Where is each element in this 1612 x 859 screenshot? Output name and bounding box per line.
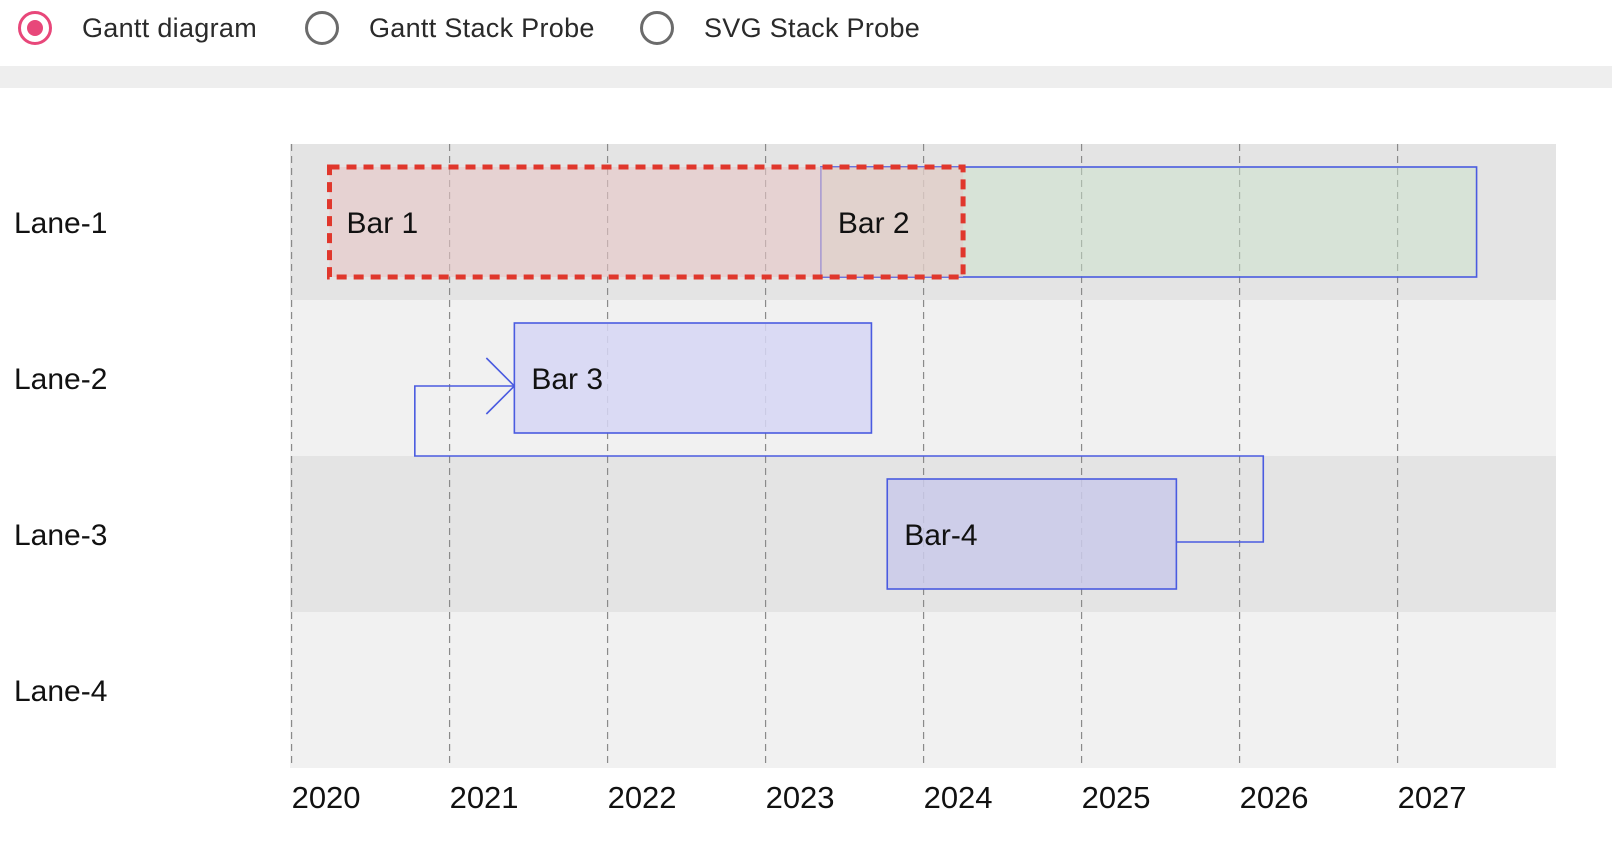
radio-svg-stack-probe[interactable]: SVG Stack Probe (640, 8, 920, 48)
toolbar-separator-band (0, 66, 1612, 88)
gantt-bar-selected[interactable] (327, 164, 966, 280)
radio-unselected-icon (305, 11, 339, 45)
gantt-chart: 2020 2021 2022 2023 2024 2025 2026 2027 Lane-1 La… (0, 88, 1612, 854)
gantt-bar-label: Bar-4 (904, 519, 977, 552)
lane-label: Lane-1 (14, 207, 107, 240)
radio-gantt-diagram[interactable]: Gantt diagram (18, 8, 257, 48)
gantt-bar-label: Bar 1 (347, 207, 419, 240)
lane-label: Lane-2 (14, 363, 107, 396)
radio-gantt-stack-probe[interactable]: Gantt Stack Probe (305, 8, 595, 48)
radio-label-gantt-stack-probe: Gantt Stack Probe (369, 12, 595, 43)
x-tick-label: 2024 (924, 780, 993, 815)
lane-label: Lane-4 (14, 675, 107, 708)
lane-label: Lane-3 (14, 519, 107, 552)
x-tick-label: 2025 (1082, 780, 1151, 815)
gantt-bar-label: Bar 2 (838, 207, 910, 240)
gantt-svg: 2020 2021 2022 2023 2024 2025 2026 2027 Lane-1 La… (14, 144, 1556, 815)
x-tick-label: 2023 (766, 780, 835, 815)
gantt-bar[interactable] (886, 478, 1178, 590)
view-radio-group: Gantt diagram Gantt Stack Probe SVG Stac… (0, 0, 1612, 66)
radio-unselected-icon (640, 11, 674, 45)
gantt-bar-label: Bar 3 (531, 363, 603, 396)
radio-label-svg-stack-probe: SVG Stack Probe (704, 12, 921, 43)
x-tick-label: 2026 (1240, 780, 1309, 815)
dependency-connector (414, 385, 1265, 543)
x-tick-label: 2021 (450, 780, 519, 815)
x-tick-label: 2022 (608, 780, 677, 815)
radio-label-gantt-diagram: Gantt diagram (82, 12, 257, 43)
x-tick-label: 2027 (1398, 780, 1467, 815)
gantt-bar[interactable] (513, 322, 873, 434)
x-tick-label: 2020 (292, 780, 361, 815)
radio-selected-icon (18, 11, 52, 45)
